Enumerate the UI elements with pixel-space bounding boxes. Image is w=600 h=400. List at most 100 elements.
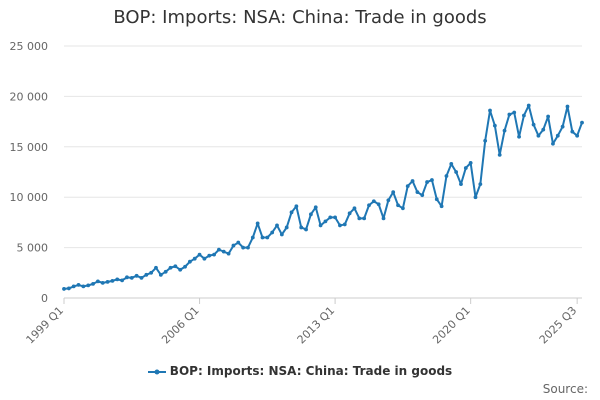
data-point[interactable] (294, 204, 299, 209)
data-point[interactable] (507, 112, 512, 117)
data-point[interactable] (580, 120, 584, 125)
data-point[interactable] (284, 225, 289, 230)
data-point[interactable] (125, 275, 129, 280)
data-point[interactable] (250, 235, 255, 240)
data-point[interactable] (502, 128, 507, 133)
data-point[interactable] (396, 203, 400, 208)
data-point[interactable] (226, 251, 231, 256)
data-point[interactable] (560, 124, 565, 129)
data-point[interactable] (173, 264, 178, 269)
data-point[interactable] (357, 216, 362, 221)
data-point[interactable] (333, 215, 338, 220)
data-point[interactable] (100, 280, 105, 285)
data-point[interactable] (192, 256, 197, 261)
data-point[interactable] (95, 279, 100, 284)
data-point[interactable] (313, 205, 318, 210)
data-point[interactable] (478, 182, 483, 186)
data-point[interactable] (347, 211, 352, 216)
data-point[interactable] (454, 170, 459, 174)
data-point[interactable] (231, 243, 236, 248)
data-point[interactable] (434, 197, 439, 202)
data-point[interactable] (115, 277, 120, 282)
data-point[interactable] (405, 184, 410, 189)
data-point[interactable] (149, 270, 154, 275)
data-point[interactable] (362, 216, 367, 221)
data-point[interactable] (299, 225, 304, 230)
data-point[interactable] (439, 204, 444, 209)
data-point[interactable] (415, 190, 420, 195)
data-point[interactable] (158, 272, 163, 277)
data-point[interactable] (91, 281, 95, 286)
data-point[interactable] (463, 166, 468, 170)
data-point[interactable] (473, 195, 478, 200)
data-point[interactable] (144, 272, 149, 277)
data-point[interactable] (76, 282, 81, 287)
data-point[interactable] (468, 161, 473, 165)
data-point[interactable] (279, 232, 284, 237)
data-point[interactable] (410, 179, 415, 183)
data-point[interactable] (512, 110, 517, 115)
data-point[interactable] (551, 141, 555, 146)
data-point[interactable] (187, 259, 192, 264)
data-point[interactable] (183, 264, 187, 269)
data-point[interactable] (459, 182, 463, 186)
data-point[interactable] (255, 221, 260, 226)
data-point[interactable] (555, 133, 560, 138)
data-point[interactable] (541, 127, 546, 132)
data-point[interactable] (134, 273, 139, 278)
data-point[interactable] (546, 114, 551, 119)
data-point[interactable] (129, 275, 134, 280)
data-point[interactable] (246, 245, 250, 250)
data-point[interactable] (289, 210, 294, 215)
data-point[interactable] (376, 202, 381, 207)
data-point[interactable] (531, 122, 536, 127)
data-point[interactable] (420, 193, 425, 198)
data-point[interactable] (323, 219, 328, 224)
data-point[interactable] (483, 138, 488, 143)
data-point[interactable] (371, 199, 376, 204)
data-point[interactable] (367, 203, 371, 208)
data-point[interactable] (381, 216, 386, 221)
data-point[interactable] (62, 287, 66, 291)
data-point[interactable] (154, 265, 158, 270)
data-point[interactable] (328, 215, 333, 220)
data-point[interactable] (110, 278, 115, 283)
data-point[interactable] (342, 222, 347, 227)
data-point[interactable] (497, 152, 502, 157)
data-point[interactable] (304, 227, 308, 232)
data-point[interactable] (221, 249, 226, 254)
data-point[interactable] (105, 279, 110, 284)
data-point[interactable] (400, 206, 405, 211)
data-point[interactable] (197, 252, 202, 257)
data-point[interactable] (488, 108, 492, 113)
data-point[interactable] (168, 265, 173, 270)
data-point[interactable] (318, 223, 323, 228)
data-point[interactable] (526, 103, 531, 108)
data-point[interactable] (522, 113, 526, 118)
data-point[interactable] (338, 223, 342, 228)
data-point[interactable] (178, 267, 183, 272)
data-point[interactable] (163, 269, 168, 274)
data-point[interactable] (212, 252, 216, 257)
data-point[interactable] (536, 133, 541, 138)
data-point[interactable] (565, 104, 570, 109)
data-point[interactable] (217, 247, 221, 252)
data-point[interactable] (260, 235, 265, 240)
data-point[interactable] (81, 284, 86, 289)
data-point[interactable] (575, 133, 580, 138)
data-point[interactable] (120, 278, 124, 283)
data-point[interactable] (444, 174, 449, 178)
legend[interactable]: BOP: Imports: NSA: China: Trade in goods (0, 364, 600, 378)
data-point[interactable] (265, 235, 270, 240)
data-point[interactable] (86, 283, 91, 288)
data-point[interactable] (275, 223, 279, 228)
data-point[interactable] (236, 240, 241, 245)
data-point[interactable] (207, 253, 212, 258)
data-point[interactable] (449, 162, 454, 166)
data-point[interactable] (66, 286, 71, 291)
data-point[interactable] (71, 284, 76, 289)
data-point[interactable] (308, 212, 313, 217)
data-point[interactable] (270, 230, 275, 235)
data-point[interactable] (202, 256, 207, 261)
data-point[interactable] (425, 180, 429, 184)
